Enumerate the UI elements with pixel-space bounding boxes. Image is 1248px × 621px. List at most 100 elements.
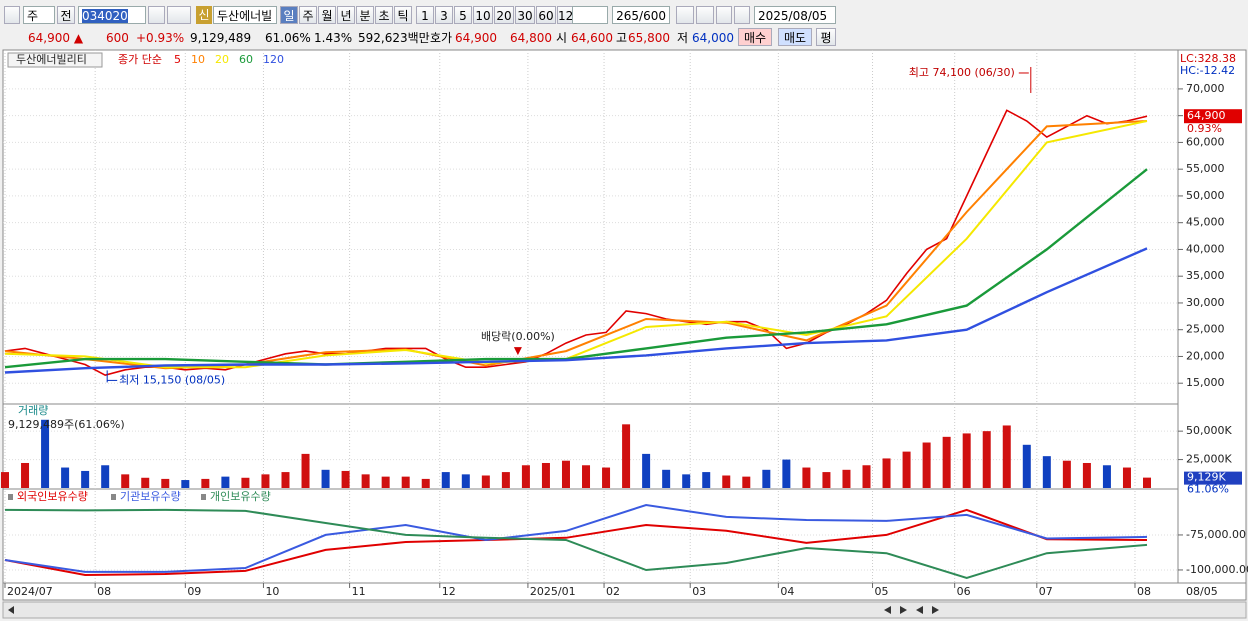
volume-bar bbox=[702, 472, 711, 488]
panel bbox=[2, 488, 1179, 584]
last-volume: 9,129K bbox=[1187, 471, 1226, 484]
code-input[interactable]: 034020 bbox=[78, 6, 146, 24]
legend-entry: 10 bbox=[191, 53, 205, 66]
low: 64,000 bbox=[692, 31, 734, 45]
volume-bar bbox=[321, 469, 330, 488]
volume-bar bbox=[281, 472, 290, 488]
annotation-marker bbox=[513, 347, 522, 356]
x-tick-label: 03 bbox=[692, 585, 706, 598]
legend-entry: 개인보유수량 bbox=[210, 490, 271, 503]
volume-bar bbox=[201, 478, 210, 488]
save-icon[interactable] bbox=[716, 6, 732, 24]
annotation: 배당락(0.00%) bbox=[481, 330, 555, 343]
count-button[interactable]: 60 bbox=[536, 6, 556, 24]
count-button[interactable]: 3 bbox=[435, 6, 453, 24]
last-change: 0.93% bbox=[1187, 122, 1222, 135]
prev-button[interactable]: 전 bbox=[57, 6, 75, 24]
open-label: 시 bbox=[556, 31, 568, 45]
volume-bar bbox=[181, 480, 190, 488]
ratio: 1.43% bbox=[314, 31, 353, 45]
count-button[interactable]: 20 bbox=[494, 6, 514, 24]
volume-bar bbox=[441, 472, 450, 488]
count-button[interactable]: 1 bbox=[416, 6, 434, 24]
volume-title: 거래량 bbox=[18, 404, 48, 417]
y-tick-label: -100,000.00 bbox=[1186, 563, 1248, 576]
scroll-left bbox=[8, 606, 14, 614]
scroll-button bbox=[932, 606, 939, 614]
x-tick-label: 08 bbox=[97, 585, 111, 598]
volume-bar bbox=[602, 467, 611, 488]
y-tick-label: 30,000 bbox=[1186, 296, 1225, 309]
period-button[interactable]: 초 bbox=[375, 6, 393, 24]
y-tick-label: 45,000 bbox=[1186, 216, 1225, 229]
volume-bar bbox=[141, 477, 150, 488]
market-select[interactable]: 주 bbox=[23, 6, 55, 24]
volume-bar bbox=[241, 477, 250, 488]
sell-button[interactable]: 매도 bbox=[778, 28, 812, 46]
legend-box bbox=[7, 52, 103, 68]
turnover: 61.06% bbox=[265, 31, 311, 45]
volume-bar bbox=[722, 475, 731, 488]
volume-bar bbox=[221, 476, 230, 488]
x-tick-label: 12 bbox=[442, 585, 456, 598]
date-input[interactable]: 2025/08/05 bbox=[754, 6, 836, 24]
period-button[interactable]: 주 bbox=[299, 6, 317, 24]
settings-icon[interactable] bbox=[734, 6, 750, 24]
rate: +0.93% bbox=[136, 31, 185, 45]
sound-button[interactable] bbox=[167, 6, 191, 24]
volume-bar bbox=[1062, 460, 1071, 488]
change: 600 bbox=[106, 31, 129, 45]
volume-bar bbox=[481, 475, 490, 488]
volume-bar bbox=[762, 469, 771, 488]
volume: 9,129,489 bbox=[190, 31, 252, 45]
period-button[interactable]: 년 bbox=[337, 6, 355, 24]
volume-bar bbox=[421, 478, 430, 488]
count-buttons: 1 3 5 10 20 30 60 120 bbox=[416, 6, 581, 24]
period-button[interactable]: 월 bbox=[318, 6, 336, 24]
tool-icon[interactable] bbox=[676, 6, 694, 24]
y-tick-label: 70,000 bbox=[1186, 82, 1225, 95]
volume-bar bbox=[361, 474, 370, 488]
volume-bar bbox=[682, 474, 691, 488]
y-tick-label: 40,000 bbox=[1186, 242, 1225, 255]
stock-name: 두산에너빌 bbox=[213, 6, 277, 24]
count-box[interactable]: 265/600 bbox=[612, 6, 670, 24]
count-dropdown[interactable] bbox=[572, 6, 608, 24]
ask-label: 호가 bbox=[430, 31, 453, 45]
panel bbox=[2, 49, 1179, 405]
period-button[interactable]: 일 bbox=[280, 6, 298, 24]
menu-icon[interactable] bbox=[4, 6, 20, 24]
legend-marker bbox=[8, 494, 13, 500]
volume-bar bbox=[501, 472, 510, 488]
volume-bar bbox=[1042, 456, 1051, 488]
volume-bar bbox=[121, 474, 130, 488]
volume-bar bbox=[822, 472, 831, 488]
volume-bar bbox=[662, 469, 671, 488]
count-button[interactable]: 30 bbox=[515, 6, 535, 24]
period-button[interactable]: 틱 bbox=[394, 6, 412, 24]
last-price-box bbox=[1184, 109, 1242, 124]
period-button[interactable]: 분 bbox=[356, 6, 374, 24]
volume-bar bbox=[301, 453, 310, 488]
y-tick-label: 50,000 bbox=[1186, 189, 1225, 202]
search-button[interactable] bbox=[148, 6, 165, 24]
volume-bar bbox=[61, 467, 70, 488]
panel bbox=[2, 403, 1179, 490]
volume-bar bbox=[261, 474, 270, 488]
tool-icon[interactable] bbox=[696, 6, 714, 24]
scrollbar[interactable] bbox=[2, 601, 1247, 619]
volume-bar bbox=[561, 460, 570, 488]
y-tick-label: 60,000 bbox=[1186, 135, 1225, 148]
price: 64,900 ▲ bbox=[28, 29, 83, 47]
buy-button[interactable]: 매수 bbox=[738, 28, 772, 46]
count-button[interactable]: 10 bbox=[473, 6, 493, 24]
count-button[interactable]: 5 bbox=[454, 6, 472, 24]
volume-bar bbox=[101, 465, 110, 488]
avg-button[interactable]: 평 bbox=[816, 28, 836, 46]
lc-label: LC:328.38 bbox=[1180, 52, 1236, 65]
chart-subtitle: 종가 단순 bbox=[118, 53, 162, 66]
volume-bar bbox=[962, 433, 971, 488]
volume-bar bbox=[582, 465, 591, 488]
y-tick-label: 25,000K bbox=[1186, 453, 1232, 466]
